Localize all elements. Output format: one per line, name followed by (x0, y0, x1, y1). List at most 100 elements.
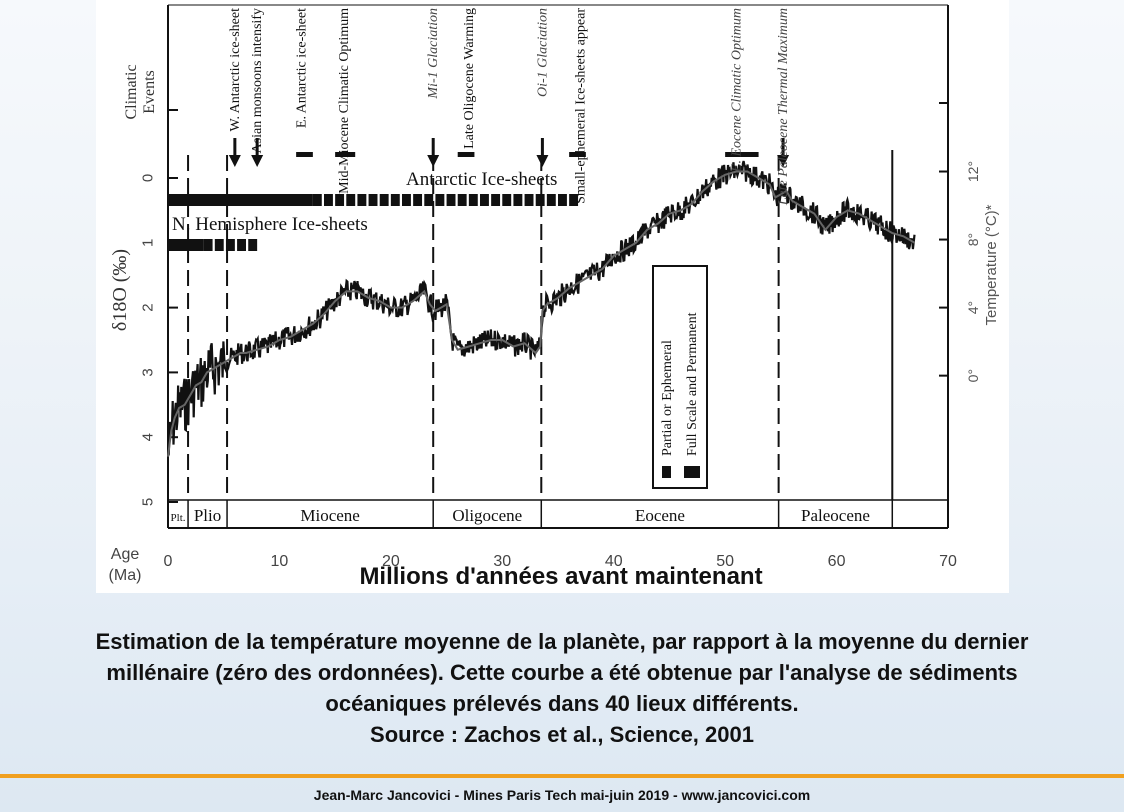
caption-source: Source : Zachos et al., Science, 2001 (370, 722, 754, 747)
epoch-label: Plio (194, 506, 221, 525)
epoch-label: Paleocene (801, 506, 870, 525)
ice-sheet-bar-partial (379, 194, 389, 206)
ice-sheet-bar-partial (491, 194, 501, 206)
caption-line-1: Estimation de la température moyenne de … (95, 629, 1029, 654)
y-tick-label: 5 (140, 498, 157, 506)
y-tick-label: 1 (140, 239, 157, 247)
legend-swatch-partial (662, 466, 671, 478)
ice-sheet-bar-partial (413, 194, 423, 206)
ice-sheet-bar-partial (214, 239, 224, 251)
x-tick-label: 30 (493, 553, 511, 570)
event-duration-bar (335, 152, 356, 157)
right-tick-label: 0° (965, 369, 981, 382)
legend-box (652, 265, 708, 489)
ice-sheet-bar-partial (357, 194, 367, 206)
footer-divider (0, 774, 1124, 778)
event-arrow-head (228, 155, 241, 167)
chart-svg: Plt. Plio Miocene Oligocene Eocene Paleocene 0… (109, 4, 1000, 584)
ice-sheet-bar-partial (558, 194, 567, 206)
event-arrow-head (536, 155, 549, 167)
ice-sheet-bar-partial (424, 194, 434, 206)
ice-sheet-label-antarctic: Antarctic Ice-sheets (406, 169, 557, 190)
caption-line-2: millénaire (zéro des ordonnées). Cette c… (106, 660, 1018, 685)
event-label: W. Antarctic ice-sheet (228, 8, 243, 132)
x-axis-age-label: Age (111, 546, 140, 563)
ice-sheet-bar-partial (248, 239, 258, 251)
events-axis-title: Climatic (123, 64, 140, 119)
event-label: E. Antarctic ice-sheet (295, 8, 310, 128)
ice-sheet-bar-partial (225, 239, 235, 251)
event-duration-bar (569, 152, 586, 157)
chart-panel: Plt. Plio Miocene Oligocene Eocene Paleocene 0… (96, 0, 1009, 593)
x-axis-age-unit: (Ma) (109, 567, 142, 584)
ice-sheet-bar-partial (435, 194, 445, 206)
right-tick-label: 12° (965, 161, 981, 182)
right-axis-title: Temperature (°C)* (983, 204, 1000, 325)
ice-sheet-bar-partial (535, 194, 545, 206)
ice-sheet-bar-full (168, 239, 204, 251)
ice-sheet-bar-partial (324, 194, 333, 206)
event-label: Oi-1 Glaciation (535, 8, 550, 97)
ice-sheet-bar-partial (237, 239, 246, 251)
event-label: Asian monsoons intensify (250, 8, 265, 153)
ice-sheet-bar-partial (468, 194, 478, 206)
x-tick-label: 10 (271, 553, 289, 570)
ice-sheet-bar-full (168, 194, 313, 206)
event-duration-bar (725, 152, 759, 157)
plot-layer (166, 4, 949, 529)
legend-entry-partial: Partial or Ephemeral (660, 340, 675, 456)
event-label: Small-ephemeral Ice-sheets appear (573, 8, 588, 204)
event-arrow-head (427, 155, 440, 167)
text-layer: Plt. Plio Miocene Oligocene Eocene Paleocene 0… (109, 8, 1000, 584)
epoch-label: Plt. (171, 512, 186, 524)
ice-sheet-bar-partial (480, 194, 489, 206)
data-series-trend (167, 170, 916, 457)
ice-sheet-bar-partial (446, 194, 456, 206)
legend-entry-full: Full Scale and Permanent (685, 312, 700, 456)
event-label: Mi-1 Glaciation (426, 8, 441, 100)
caption: Estimation de la température moyenne de … (0, 626, 1124, 750)
ice-sheet-bar-partial (546, 194, 556, 206)
event-label: Late Paleocene Thermal Maximum (776, 8, 791, 206)
ice-sheet-bar-partial (203, 239, 213, 251)
x-tick-label: 40 (605, 553, 623, 570)
ice-sheet-bar-partial (524, 194, 534, 206)
x-tick-label: 20 (382, 553, 400, 570)
ice-sheet-bar-partial (312, 194, 322, 206)
legend-swatch-full (684, 466, 700, 478)
ice-sheet-bar-partial (368, 194, 378, 206)
epoch-label: Miocene (300, 506, 359, 525)
footer-credit: Jean-Marc Jancovici - Mines Paris Tech m… (313, 787, 811, 803)
y-tick-label: 3 (140, 368, 157, 376)
event-label: Mid-Miocene Climatic Optimum (337, 8, 352, 194)
event-duration-bar (457, 152, 475, 157)
ice-sheet-bar-partial (457, 194, 467, 206)
x-tick-label: 50 (716, 553, 734, 570)
epoch-label: Eocene (635, 506, 685, 525)
caption-line-3: océaniques prélevés dans 40 lieux différ… (325, 691, 799, 716)
epoch-label: Oligocene (452, 506, 522, 525)
events-axis-title-2: Events (141, 70, 158, 114)
x-tick-label: 0 (164, 553, 173, 570)
event-arrow-head (251, 155, 264, 167)
x-axis-title: Millions d'années avant maintenant (359, 563, 763, 590)
ice-sheet-bar-partial (346, 194, 356, 206)
ice-sheet-bar-partial (502, 194, 512, 206)
ice-sheet-bar-partial (335, 194, 345, 206)
ice-sheet-label-north: N. Hemisphere Ice-sheets (172, 214, 368, 235)
event-duration-bar (296, 152, 313, 157)
event-label: E. Eocene Climatic Optimum (729, 8, 744, 173)
y-axis-title: δ18O (‰) (109, 249, 131, 331)
event-arrow-head (777, 155, 790, 167)
x-tick-label: 70 (939, 553, 957, 570)
ice-sheet-bar-partial (390, 194, 400, 206)
x-tick-label: 60 (828, 553, 846, 570)
y-tick-label: 2 (140, 303, 157, 311)
ice-sheet-bar-partial (402, 194, 411, 206)
y-tick-label: 0 (140, 174, 157, 182)
ice-sheet-bar-partial (513, 194, 523, 206)
y-tick-label: 4 (140, 433, 157, 441)
ice-sheet-bar-partial (569, 194, 579, 206)
event-label: Late Oligocene Warming (462, 8, 477, 149)
right-tick-label: 4° (965, 301, 981, 314)
